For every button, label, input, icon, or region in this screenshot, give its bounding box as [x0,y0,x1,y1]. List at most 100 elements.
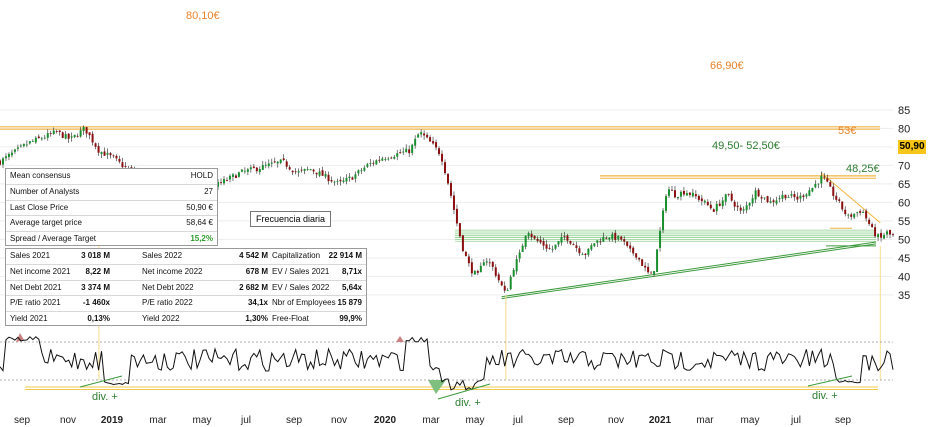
candle-body [112,155,115,157]
candle-body [856,212,859,214]
candle-body [79,130,82,137]
candle-body [697,195,700,200]
trendline-down [820,172,881,224]
level-label: 49,50- 52,50€ [712,140,780,152]
candle-body [109,153,112,156]
candle-body [485,261,488,263]
candle-body [82,127,85,132]
candle-body [291,170,294,173]
oscillator-line [0,336,894,391]
candle-body [682,190,685,195]
candle-body [85,127,88,134]
candle-body [509,276,512,290]
candle-body [623,239,626,242]
candle-body [629,245,632,249]
candle-body [330,180,333,182]
candle-body [676,196,679,199]
candle-body [399,152,402,154]
candle-body [832,186,835,196]
consensus-key: Average target price [10,218,82,228]
candle-body [449,183,452,196]
candle-body [626,241,629,246]
fundamentals-value: 22 914 M [328,251,362,260]
candle-body [670,189,673,191]
price-tick-label: 55 [898,216,910,228]
candle-body [721,200,724,207]
candle-body [494,267,497,276]
candle-body [309,169,312,171]
candle-body [730,193,733,201]
consensus-value: 58,64 € [186,218,213,228]
candle-body [1,158,4,165]
time-tick-label: may [466,415,485,426]
fundamentals-key: Sales 2021 [10,251,51,260]
candle-body [778,198,781,200]
candle-body [22,144,25,147]
candle-body [560,237,563,243]
candle-body [515,259,518,272]
candle-body [587,248,590,255]
candle-body [88,132,91,136]
time-tick-label: mar [696,415,714,426]
fundamentals-row: Sales 2021 3 018 M Sales 2022 4 542 M Capita… [6,249,366,265]
candle-body [285,161,288,167]
candle-body [530,233,533,238]
candle-body [336,180,339,182]
consensus-row: Number of Analysts 27 [6,185,217,201]
candle-body [16,147,19,149]
oscillator-panel: div. + div. + div. + [0,333,894,409]
candle-body [835,195,838,200]
time-tick-label: sep [558,415,575,426]
candle-body [727,193,730,195]
candle-body [554,244,557,249]
candle-body [252,166,255,169]
candle-body [497,274,500,281]
candle-body [488,262,491,264]
candle-body [548,248,551,250]
level-label: 53€ [838,125,856,137]
candle-body [817,183,820,185]
candle-body [512,269,515,277]
candle-body [709,204,712,209]
candle-body [638,257,641,260]
candle-body [718,203,721,206]
time-tick-label: 2020 [374,415,397,426]
candle-body [438,148,441,155]
candle-body [608,237,611,240]
fundamentals-value: 5,64x [341,282,362,292]
candle-body [339,179,342,182]
candle-body [217,181,220,187]
candle-body [871,224,874,228]
candle-body [862,211,865,213]
candle-body [261,165,264,170]
candle-body [620,236,623,240]
candle-body [650,272,653,274]
time-axis: sep nov 2019 mar may jul sep nov 2020 mar may jul se… [14,415,852,426]
overbought-fill [16,333,24,342]
candle-body [518,252,521,259]
candle-body [423,133,426,136]
candle-body [805,194,808,197]
candle-body [647,266,650,273]
candle-body [482,262,485,266]
candle-body [348,176,351,179]
fundamentals-key: Free-Float [272,314,309,324]
overbought-fill [396,336,404,342]
candle-body [288,167,291,170]
candle-body [103,151,106,156]
candle-body [130,167,133,169]
candle-body [426,134,429,138]
fundamentals-key: Net Debt 2022 [142,282,194,292]
fundamentals-value: -1 460x [82,298,110,308]
candle-body [249,167,252,170]
price-tick-label: 60 [898,197,910,209]
candle-body [243,170,246,172]
candle-body [808,190,811,196]
candle-body [581,254,584,256]
candle-body [300,169,303,171]
fundamentals-value: 1,30% [245,314,268,324]
candle-body [118,158,121,162]
consensus-value: 15,2% [190,234,213,244]
candle-body [455,208,458,224]
consensus-row: Average target price 58,64 € [6,216,217,233]
